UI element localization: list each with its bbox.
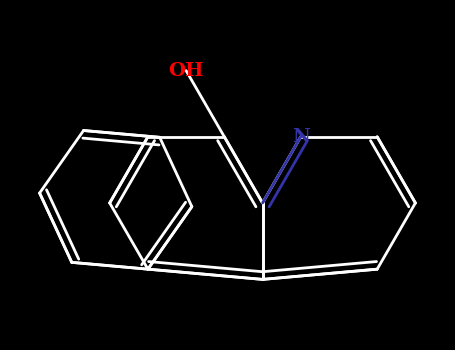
Text: OH: OH: [168, 62, 204, 79]
Text: N: N: [292, 128, 310, 146]
